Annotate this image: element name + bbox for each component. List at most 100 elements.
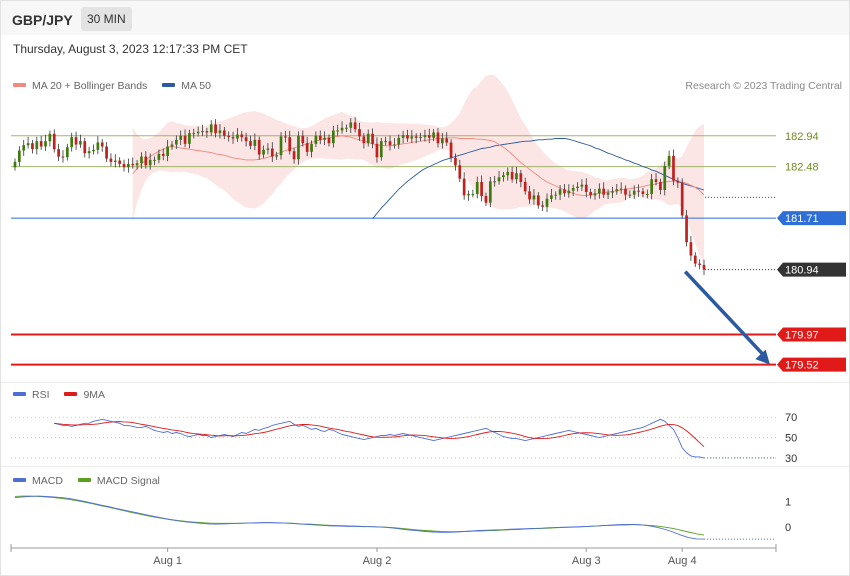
candle-body xyxy=(393,144,396,146)
candle-body xyxy=(127,163,130,168)
candle-body xyxy=(515,173,518,180)
candle-body xyxy=(65,147,69,158)
candle-body xyxy=(510,171,514,180)
macd-legend: MACD MACD Signal xyxy=(13,475,172,487)
candle-body xyxy=(192,133,196,135)
candle-body xyxy=(406,135,409,139)
candle-body xyxy=(231,137,235,139)
candle-body xyxy=(183,135,187,144)
candle-body xyxy=(475,181,479,195)
candle-body xyxy=(541,205,545,207)
candle-body xyxy=(118,160,122,164)
level-tag-2 xyxy=(777,211,846,226)
candle-body xyxy=(222,130,226,136)
candle-body xyxy=(266,148,270,150)
candle-body xyxy=(449,142,453,158)
candle-body xyxy=(423,135,427,138)
macd-line xyxy=(14,495,705,540)
candle-body xyxy=(105,146,108,159)
candle-body xyxy=(602,188,606,195)
candle-body xyxy=(597,188,601,194)
candle-body xyxy=(580,184,584,187)
candle-body xyxy=(384,141,388,143)
candle-body xyxy=(488,181,492,203)
candle-body xyxy=(201,131,204,133)
candle-body xyxy=(314,135,318,144)
legend-label-9ma: 9MA xyxy=(83,389,106,401)
candle-body xyxy=(79,141,82,145)
candle-body xyxy=(379,141,383,158)
candle-body xyxy=(576,186,579,188)
candle-body xyxy=(632,190,636,195)
candle-body xyxy=(161,153,165,156)
candle-body xyxy=(571,187,575,191)
timeframe-button[interactable]: 30 MIN xyxy=(81,7,132,31)
candle-body xyxy=(26,143,30,146)
candle-body xyxy=(109,158,113,162)
candle-body xyxy=(13,161,17,168)
candle-body xyxy=(362,136,366,144)
candle-body xyxy=(301,135,305,144)
candle-body xyxy=(432,132,435,138)
candle-body xyxy=(414,136,418,138)
candle-body xyxy=(397,137,401,145)
candle-body xyxy=(227,135,231,138)
legend-item-ma20: MA 20 + Bollinger Bands xyxy=(13,80,147,92)
candle-body xyxy=(672,155,675,181)
candle-body xyxy=(458,165,462,179)
legend-item-macd-signal: MACD Signal xyxy=(77,475,160,487)
level-label-5: 179.52 xyxy=(785,360,819,372)
level-tag-4 xyxy=(777,327,846,342)
candle-body xyxy=(92,149,95,152)
candle-body xyxy=(205,131,209,133)
candle-body xyxy=(645,194,649,196)
candle-body xyxy=(497,177,501,182)
candle-body xyxy=(558,189,562,195)
ma20-line xyxy=(132,135,705,196)
legend-label-macd: MACD xyxy=(32,475,63,487)
rsi-9ma-line xyxy=(54,421,705,448)
candle-body xyxy=(371,133,374,144)
candle-body xyxy=(35,141,39,150)
legend-item-rsi: RSI xyxy=(13,389,50,401)
candle-body xyxy=(676,180,680,183)
candle-body xyxy=(410,136,414,139)
candle-body xyxy=(584,184,588,193)
forecast-arrow-shaft xyxy=(683,270,768,359)
x-tick-label-1: Aug 2 xyxy=(363,555,392,567)
rsi-tick-label-2: 30 xyxy=(785,453,797,465)
candle-body xyxy=(174,139,178,145)
candle-body xyxy=(628,194,632,196)
candle-body xyxy=(419,137,422,139)
candle-body xyxy=(523,181,527,192)
candle-body xyxy=(135,163,139,166)
candle-body xyxy=(493,181,497,183)
candle-body xyxy=(305,143,309,152)
candle-body xyxy=(637,190,640,192)
candle-body xyxy=(436,132,440,144)
candle-body xyxy=(18,150,21,162)
candle-body xyxy=(340,127,344,131)
candle-body xyxy=(506,171,510,176)
candle-body xyxy=(153,159,156,161)
macd-tick-label-1: 0 xyxy=(785,522,791,534)
candle-body xyxy=(336,130,340,132)
candle-body xyxy=(401,135,405,138)
candle-body xyxy=(702,264,706,270)
candle-body xyxy=(484,196,488,203)
level-label-2: 181.71 xyxy=(785,213,819,225)
candle-body xyxy=(275,155,278,157)
candle-body xyxy=(218,130,222,134)
candle-body xyxy=(323,137,326,140)
candle-body xyxy=(270,148,274,157)
candle-body xyxy=(318,135,322,140)
candle-body xyxy=(441,138,444,144)
candle-body xyxy=(144,156,148,166)
candle-body xyxy=(366,133,370,144)
panel-separator-macd xyxy=(1,466,849,467)
rsi-line xyxy=(54,418,705,459)
candle-body xyxy=(113,160,117,162)
candle-body xyxy=(680,182,684,216)
candle-body xyxy=(61,156,65,158)
